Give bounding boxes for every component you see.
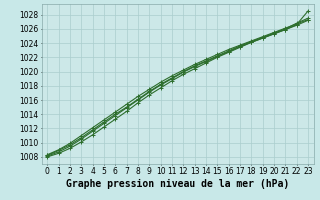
X-axis label: Graphe pression niveau de la mer (hPa): Graphe pression niveau de la mer (hPa) — [66, 179, 289, 189]
